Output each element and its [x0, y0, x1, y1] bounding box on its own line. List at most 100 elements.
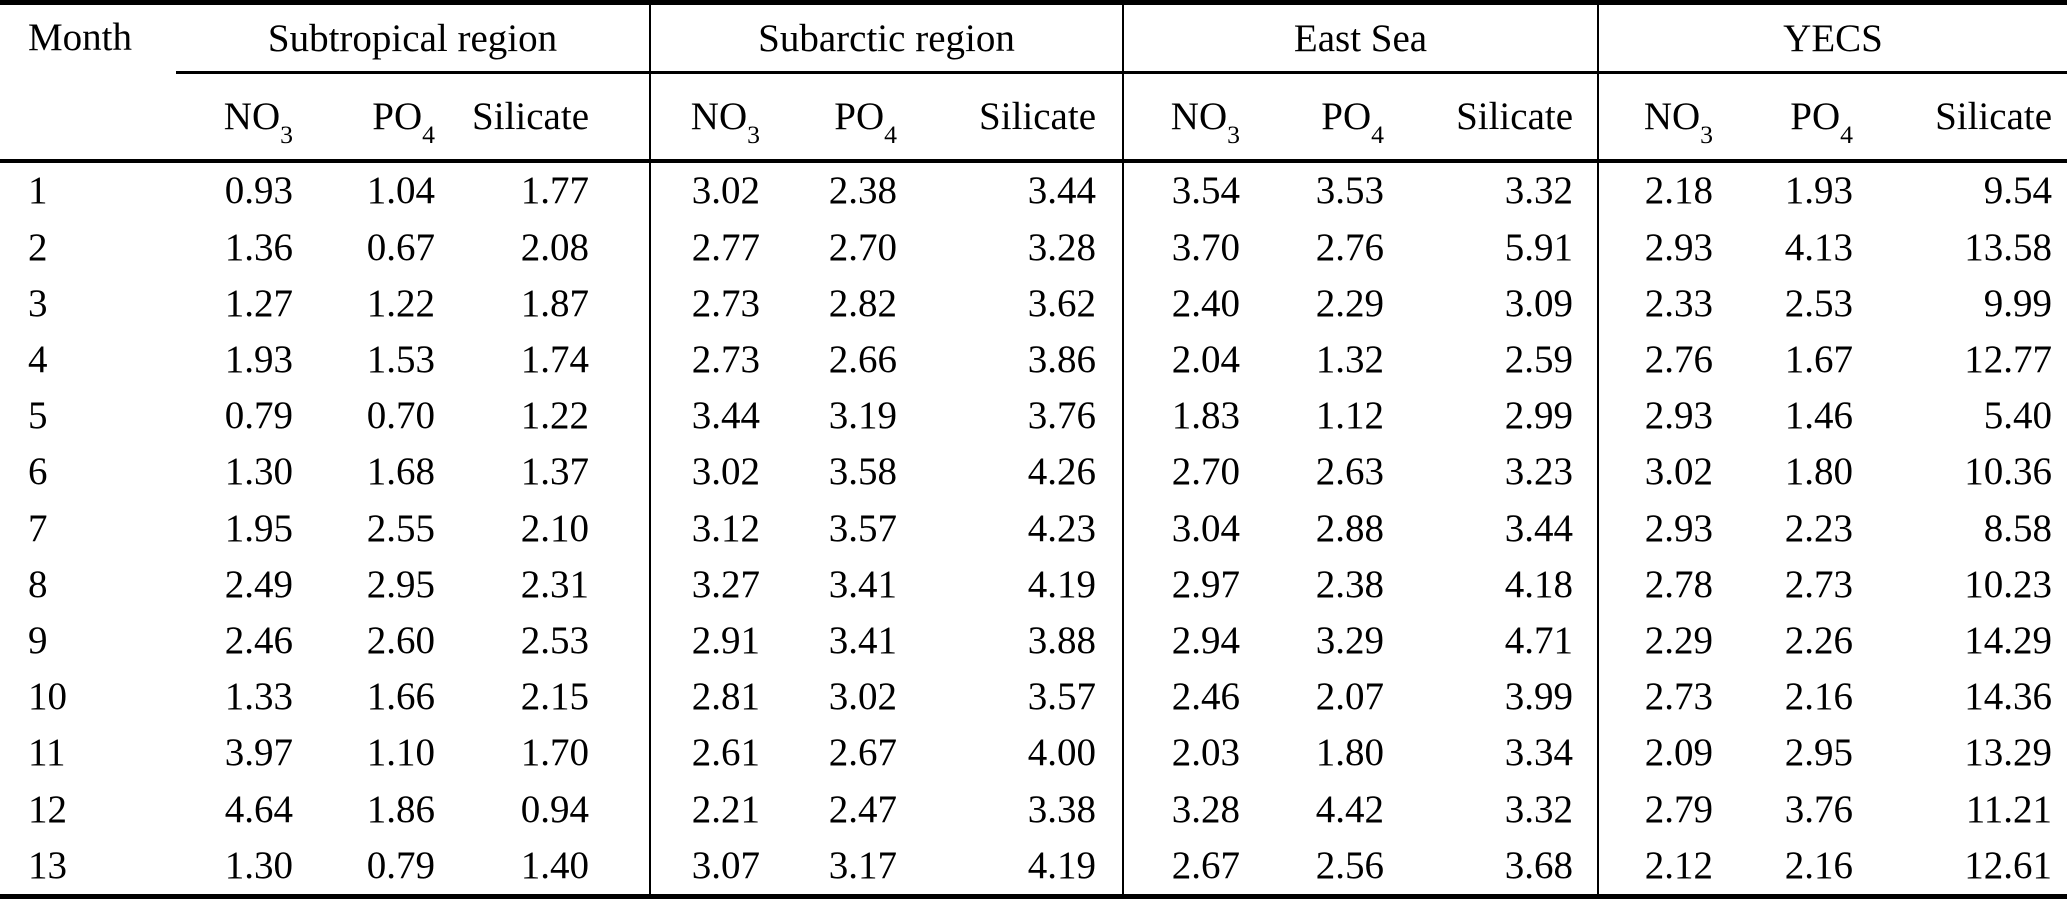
value-cell: 4.18: [1504, 562, 1574, 606]
value-cell: 2.66: [828, 338, 898, 382]
column-header-label: PO: [1790, 94, 1841, 138]
table-row: 10 1.33 1.66 2.15 2.81 3.02 3.57 2.46 2.07 3.99 2.…: [0, 668, 2067, 725]
value-cell: 3.76: [1784, 787, 1854, 831]
value-cell: 3.44: [1027, 169, 1097, 213]
value-cell: 3.02: [649, 443, 776, 501]
value-cell: 2.08: [520, 225, 590, 269]
column-header-label: NO: [690, 94, 748, 138]
value-cell: 3.02: [649, 160, 776, 220]
value-cell: 2.09: [1597, 724, 1729, 781]
value-cell: 1.12: [1315, 394, 1385, 438]
month-cell: 12: [28, 787, 67, 831]
column-header-silicate: Silicate: [450, 72, 651, 163]
value-cell: 2.70: [828, 225, 898, 269]
value-cell: 1.68: [366, 450, 435, 494]
value-cell: 1.77: [520, 169, 590, 213]
value-cell: 4.19: [1027, 562, 1097, 606]
column-header-label: NO: [1170, 94, 1228, 138]
value-cell: 2.82: [828, 281, 898, 325]
value-cell: 13.29: [1964, 731, 2053, 775]
value-cell: 2.15: [520, 675, 590, 719]
month-cell: 9: [28, 618, 48, 662]
value-cell: 4.13: [1784, 225, 1854, 269]
group-header-subarctic-region: Subarctic region: [649, 2, 1124, 74]
value-cell: 1.37: [520, 450, 590, 494]
value-cell: 2.29: [1315, 281, 1385, 325]
value-cell: 2.95: [366, 562, 435, 606]
value-cell: 1.66: [366, 675, 435, 719]
column-header-silicate: Silicate: [1868, 72, 2067, 163]
value-cell: 1.80: [1784, 450, 1854, 494]
value-cell: 0.79: [224, 394, 293, 438]
value-cell: 2.77: [649, 219, 776, 276]
value-cell: 12.61: [1964, 844, 2053, 888]
column-header-subscript: 4: [884, 120, 898, 150]
group-header-yecs: YECS: [1597, 2, 2067, 74]
value-cell: 3.41: [828, 562, 898, 606]
value-cell: 1.30: [224, 844, 293, 888]
value-cell: 1.33: [224, 675, 293, 719]
column-header-silicate: Silicate: [1399, 72, 1599, 163]
value-cell: 2.91: [649, 612, 776, 669]
value-cell: 0.70: [366, 394, 435, 438]
value-cell: 2.93: [1597, 500, 1729, 557]
value-cell: 3.76: [1027, 394, 1097, 438]
column-header-label: PO: [1321, 94, 1372, 138]
group-header-subtropical-region: Subtropical region: [176, 2, 651, 74]
value-cell: 3.28: [1027, 225, 1097, 269]
value-cell: 1.87: [520, 281, 590, 325]
value-cell: 1.95: [224, 506, 293, 550]
value-cell: 2.21: [649, 780, 776, 838]
column-header-subscript: 4: [1840, 120, 1854, 150]
value-cell: 2.12: [1597, 837, 1729, 897]
value-cell: 2.29: [1597, 612, 1729, 669]
column-header-po4: PO4: [1255, 72, 1400, 163]
value-cell: 2.56: [1315, 844, 1385, 888]
table-row: 7 1.95 2.55 2.10 3.12 3.57 4.23 3.04 2.88 3.44 2.9…: [0, 500, 2067, 557]
value-cell: 2.16: [1784, 844, 1854, 888]
value-cell: 2.53: [520, 618, 590, 662]
value-cell: 3.44: [1504, 506, 1574, 550]
value-cell: 3.57: [1027, 675, 1097, 719]
value-cell: 2.73: [1784, 562, 1854, 606]
value-cell: 2.38: [1315, 562, 1385, 606]
value-cell: 2.67: [1122, 837, 1256, 897]
value-cell: 2.46: [1122, 668, 1256, 725]
column-header-no3: NO3: [649, 72, 776, 163]
value-cell: 1.53: [366, 338, 435, 382]
value-cell: 3.32: [1504, 787, 1574, 831]
value-cell: 1.30: [224, 450, 293, 494]
value-cell: 1.22: [366, 281, 435, 325]
value-cell: 3.32: [1504, 169, 1574, 213]
value-cell: 2.67: [828, 731, 898, 775]
value-cell: 3.23: [1504, 450, 1574, 494]
month-cell: 3: [28, 281, 48, 325]
value-cell: 2.46: [224, 618, 293, 662]
month-column-header: Month: [0, 2, 176, 163]
value-cell: 2.73: [649, 275, 776, 332]
column-header-label: Silicate: [1456, 94, 1574, 138]
month-cell: 11: [28, 731, 66, 775]
column-header-po4: PO4: [308, 72, 450, 163]
value-cell: 3.12: [649, 500, 776, 557]
value-cell: 3.17: [828, 844, 898, 888]
month-cell: 4: [28, 338, 48, 382]
column-header-label: Silicate: [979, 94, 1097, 138]
value-cell: 0.93: [224, 169, 293, 213]
value-cell: 3.02: [1597, 443, 1729, 501]
value-cell: 1.32: [1315, 338, 1385, 382]
value-cell: 1.10: [366, 731, 435, 775]
table-row: 6 1.30 1.68 1.37 3.02 3.58 4.26 2.70 2.63 3.23 3.0…: [0, 443, 2067, 501]
value-cell: 2.55: [366, 506, 435, 550]
value-cell: 12.77: [1964, 338, 2053, 382]
value-cell: 2.63: [1315, 450, 1385, 494]
value-cell: 3.28: [1122, 780, 1256, 838]
column-header-po4: PO4: [1728, 72, 1869, 163]
value-cell: 2.23: [1784, 506, 1854, 550]
value-cell: 3.53: [1315, 169, 1385, 213]
table-row: 5 0.79 0.70 1.22 3.44 3.19 3.76 1.83 1.12 2.99 2.9…: [0, 387, 2067, 444]
value-cell: 2.31: [520, 562, 590, 606]
month-cell: 5: [28, 394, 48, 438]
value-cell: 1.93: [224, 338, 293, 382]
value-cell: 2.88: [1315, 506, 1385, 550]
